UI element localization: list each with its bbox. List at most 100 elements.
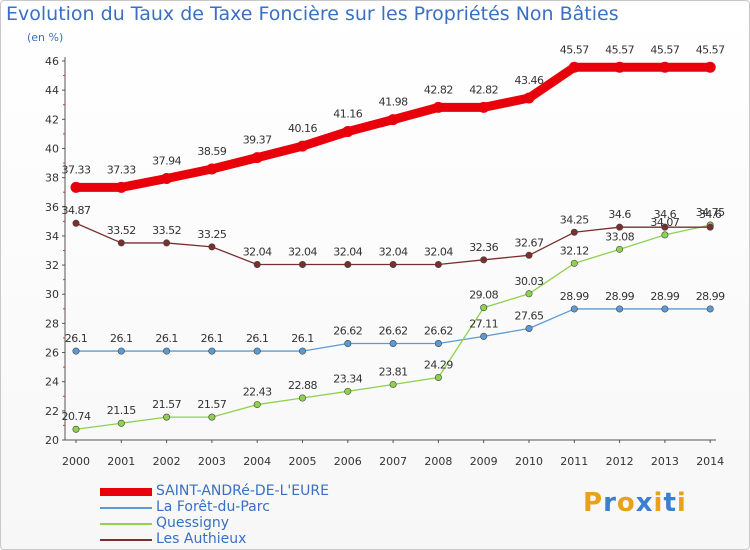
data-label: 34.6	[654, 208, 677, 221]
data-point	[434, 340, 442, 348]
data-point	[661, 231, 669, 239]
data-point	[298, 394, 306, 402]
logo-letter: t	[663, 488, 677, 518]
data-label: 33.08	[605, 230, 634, 243]
data-label: 40.16	[288, 122, 317, 135]
data-label: 30.03	[515, 275, 544, 288]
y-tick-label: 38	[45, 172, 59, 185]
data-point	[389, 380, 397, 388]
x-tick-label: 2008	[424, 455, 452, 468]
y-tick-label: 22	[45, 405, 59, 418]
data-point	[570, 259, 578, 267]
x-tick-label: 2000	[62, 455, 90, 468]
x-tick-label: 2010	[515, 455, 543, 468]
legend-swatch	[100, 507, 152, 509]
data-label: 42.82	[469, 83, 498, 96]
legend-label: SAINT-ANDRé-DE-L'EURE	[156, 483, 329, 499]
logo-letter: r	[603, 488, 617, 518]
y-tick-label: 42	[45, 113, 59, 126]
data-label: 22.43	[243, 386, 272, 399]
data-point	[163, 239, 171, 247]
data-point	[72, 347, 80, 355]
x-tick-label: 2007	[379, 455, 407, 468]
data-point	[297, 140, 308, 152]
y-tick-label: 44	[45, 84, 59, 97]
legend-swatch	[100, 488, 152, 496]
data-point	[117, 419, 125, 427]
data-label: 28.99	[650, 290, 679, 303]
data-label: 45.57	[560, 43, 589, 56]
data-point	[661, 223, 669, 231]
data-label: 26.1	[291, 332, 314, 345]
data-label: 32.36	[469, 241, 498, 254]
data-point	[342, 126, 354, 138]
data-label: 29.08	[469, 289, 498, 302]
data-label: 37.94	[152, 154, 181, 167]
data-label: 23.34	[333, 372, 362, 385]
data-point	[253, 401, 261, 409]
data-label: 22.88	[288, 379, 317, 392]
data-label: 39.37	[243, 134, 272, 147]
data-label: 27.11	[469, 317, 498, 330]
data-point	[115, 181, 127, 193]
data-point	[570, 305, 578, 313]
data-point	[706, 305, 714, 313]
data-point	[344, 260, 352, 268]
data-label: 38.59	[197, 145, 226, 158]
data-point	[478, 101, 490, 113]
data-point	[344, 387, 352, 395]
y-tick-label: 20	[45, 434, 59, 447]
legend-label: Quessigny	[156, 515, 230, 531]
data-point	[298, 347, 306, 355]
data-point	[525, 251, 533, 259]
data-label: 27.65	[515, 309, 544, 322]
x-tick-label: 2009	[470, 455, 498, 468]
x-tick-label: 2012	[606, 455, 634, 468]
data-point	[163, 413, 171, 421]
data-label: 28.99	[560, 290, 589, 303]
data-point	[614, 61, 626, 73]
data-point	[389, 260, 397, 268]
y-tick-label: 46	[45, 55, 59, 68]
x-tick-label: 2001	[107, 455, 135, 468]
data-point	[616, 223, 624, 231]
data-point	[72, 219, 80, 227]
data-point	[70, 181, 82, 193]
data-point	[387, 114, 399, 126]
x-tick-label: 2005	[289, 455, 317, 468]
data-label: 41.98	[379, 96, 408, 109]
data-point	[480, 256, 488, 264]
data-point	[208, 347, 216, 355]
y-tick-label: 28	[45, 317, 59, 330]
data-label: 33.25	[197, 228, 226, 241]
data-point	[163, 347, 171, 355]
data-label: 26.1	[65, 332, 88, 345]
logo-letter: P	[583, 488, 604, 518]
x-tick-label: 2003	[198, 455, 226, 468]
data-point	[206, 163, 218, 175]
y-tick-label: 36	[45, 201, 59, 214]
data-point	[117, 347, 125, 355]
data-label: 34.75	[696, 206, 725, 219]
data-point	[480, 304, 488, 312]
data-label: 32.04	[333, 245, 362, 258]
logo-letter: i	[653, 488, 664, 518]
legend-swatch	[100, 523, 152, 525]
logo-letter: o	[616, 488, 636, 518]
y-tick-label: 30	[45, 288, 59, 301]
x-tick-label: 2013	[651, 455, 679, 468]
y-tick-label: 40	[45, 142, 59, 155]
data-label: 32.12	[560, 244, 589, 257]
data-label: 26.1	[155, 332, 178, 345]
data-label: 41.16	[333, 108, 362, 121]
data-point	[434, 260, 442, 268]
data-point	[661, 305, 669, 313]
y-tick-label: 32	[45, 259, 59, 272]
chart-title: Evolution du Taux de Taxe Foncière sur l…	[6, 3, 619, 25]
legend-swatch	[100, 539, 152, 541]
data-label: 28.99	[605, 290, 634, 303]
legend-label: Les Authieux	[156, 531, 247, 547]
data-point	[344, 340, 352, 348]
data-label: 42.82	[424, 83, 453, 96]
